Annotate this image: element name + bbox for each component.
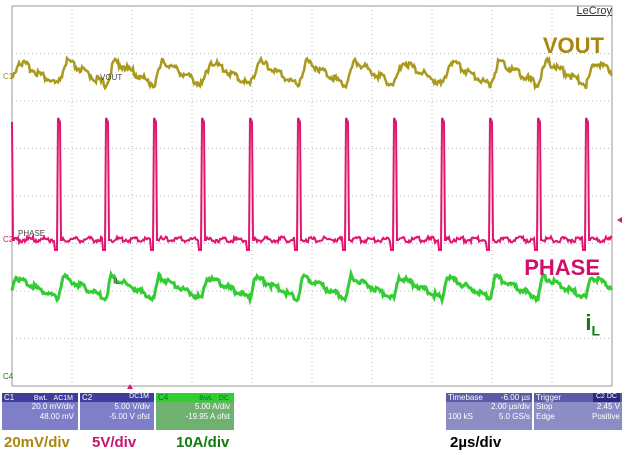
c2-offset: -5.00 V ofst [109,412,150,421]
scope-plot [10,5,622,389]
vout-trace-tag: VOUT [100,73,123,82]
c2-scale: 5.00 V/div [114,402,150,411]
trigger-level-marker [617,217,622,223]
footer-c2-scale: 5V/div [92,434,137,451]
il-trace-tag: IL [113,277,120,286]
phase-label: PHASE [524,255,600,280]
traces [10,55,622,389]
footer-c4-scale: 10A/div [176,434,230,451]
channel-2-descriptor[interactable]: C2 DC1M 5.00 V/div -5.00 V ofst [80,393,154,430]
timebase-descriptor[interactable]: Timebase -6.00 µs 2.00 µs/div 100 kS 5.0 GS… [446,393,532,430]
brand-logo: LeCroy [576,5,612,17]
c4-offset: -19.95 A ofst [185,412,230,421]
channel-1-descriptor[interactable]: C1 BwL AC1M 20.0 mV/div 48.00 mV [2,393,78,430]
channel-marker-c1: C1 [3,72,14,81]
scope-screen: LeCroy VOUT PHASE iL C1 C2 C4 VOUT PHASE… [3,5,622,389]
footer-timebase: 2µs/div [450,434,502,451]
trigger-position-marker [127,384,133,389]
grid [11,5,613,387]
phase-trace-tag: PHASE [18,229,46,238]
trigger-descriptor[interactable]: Trigger C2 DC Stop 2.45 V Edge Positive [534,393,622,430]
vout-label: VOUT [542,33,604,58]
il-trace [10,268,614,307]
channel-4-descriptor[interactable]: C4 BwL DC 5.00 A/div -19.95 A ofst [156,393,234,430]
c1-scale: 20.0 mV/div [31,402,74,411]
c4-scale: 5.00 A/div [194,402,230,411]
channel-marker-c4: C4 [3,372,14,381]
phase-trace [11,117,613,251]
channel-marker-c2: C2 [3,235,14,244]
c1-offset: 48.00 mV [39,412,74,421]
vout-trace [11,55,613,91]
il-label: iL [585,310,600,339]
footer-c1-scale: 20mV/div [4,434,70,451]
